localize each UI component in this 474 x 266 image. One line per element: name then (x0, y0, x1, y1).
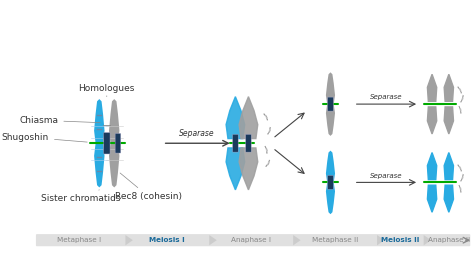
FancyBboxPatch shape (233, 134, 238, 152)
FancyBboxPatch shape (328, 175, 333, 189)
Text: ): ) (457, 184, 463, 194)
Text: ): ) (456, 164, 464, 173)
Text: ): ) (265, 126, 271, 136)
Text: Anaphase I: Anaphase I (231, 237, 271, 243)
FancyBboxPatch shape (246, 134, 251, 152)
Text: ): ) (458, 95, 464, 104)
Text: Sister chromatids: Sister chromatids (41, 190, 120, 203)
Text: Rec8 (cohesin): Rec8 (cohesin) (115, 173, 182, 201)
Polygon shape (109, 99, 119, 143)
Polygon shape (239, 148, 258, 190)
Polygon shape (226, 148, 245, 190)
FancyBboxPatch shape (36, 234, 470, 246)
Text: ): ) (457, 106, 463, 115)
Polygon shape (326, 104, 335, 136)
Polygon shape (326, 151, 335, 182)
Text: Meiosis I: Meiosis I (149, 237, 185, 243)
Polygon shape (126, 235, 133, 245)
Polygon shape (444, 185, 454, 212)
Polygon shape (94, 143, 105, 188)
Text: Homologues: Homologues (79, 84, 135, 97)
Text: Shugoshin: Shugoshin (2, 132, 87, 142)
Text: Metaphase II: Metaphase II (312, 237, 358, 243)
FancyBboxPatch shape (115, 134, 121, 153)
Polygon shape (424, 235, 431, 245)
Polygon shape (428, 185, 437, 212)
Polygon shape (326, 72, 335, 104)
Polygon shape (226, 97, 245, 139)
Text: Metaphase I: Metaphase I (57, 237, 101, 243)
Polygon shape (444, 107, 454, 134)
Polygon shape (428, 153, 437, 180)
Polygon shape (210, 235, 217, 245)
Text: Separase: Separase (370, 94, 402, 100)
Text: Separase: Separase (179, 129, 215, 138)
Polygon shape (377, 235, 384, 245)
Polygon shape (94, 99, 105, 143)
Text: ): ) (264, 145, 269, 155)
Text: Chiasma: Chiasma (19, 116, 100, 125)
Polygon shape (293, 235, 301, 245)
Text: ): ) (263, 113, 270, 122)
Polygon shape (444, 153, 454, 180)
Text: ): ) (458, 173, 464, 182)
Text: ): ) (263, 159, 270, 169)
Polygon shape (428, 107, 437, 134)
Text: ): ) (456, 86, 464, 95)
FancyBboxPatch shape (103, 132, 110, 154)
Polygon shape (444, 74, 454, 101)
Text: Separase: Separase (370, 173, 402, 179)
FancyBboxPatch shape (328, 97, 333, 111)
Text: Anaphase II: Anaphase II (428, 237, 470, 243)
Polygon shape (109, 143, 119, 188)
Text: Meiosis II: Meiosis II (381, 237, 419, 243)
Polygon shape (428, 74, 437, 101)
Polygon shape (326, 182, 335, 214)
Polygon shape (239, 97, 258, 139)
